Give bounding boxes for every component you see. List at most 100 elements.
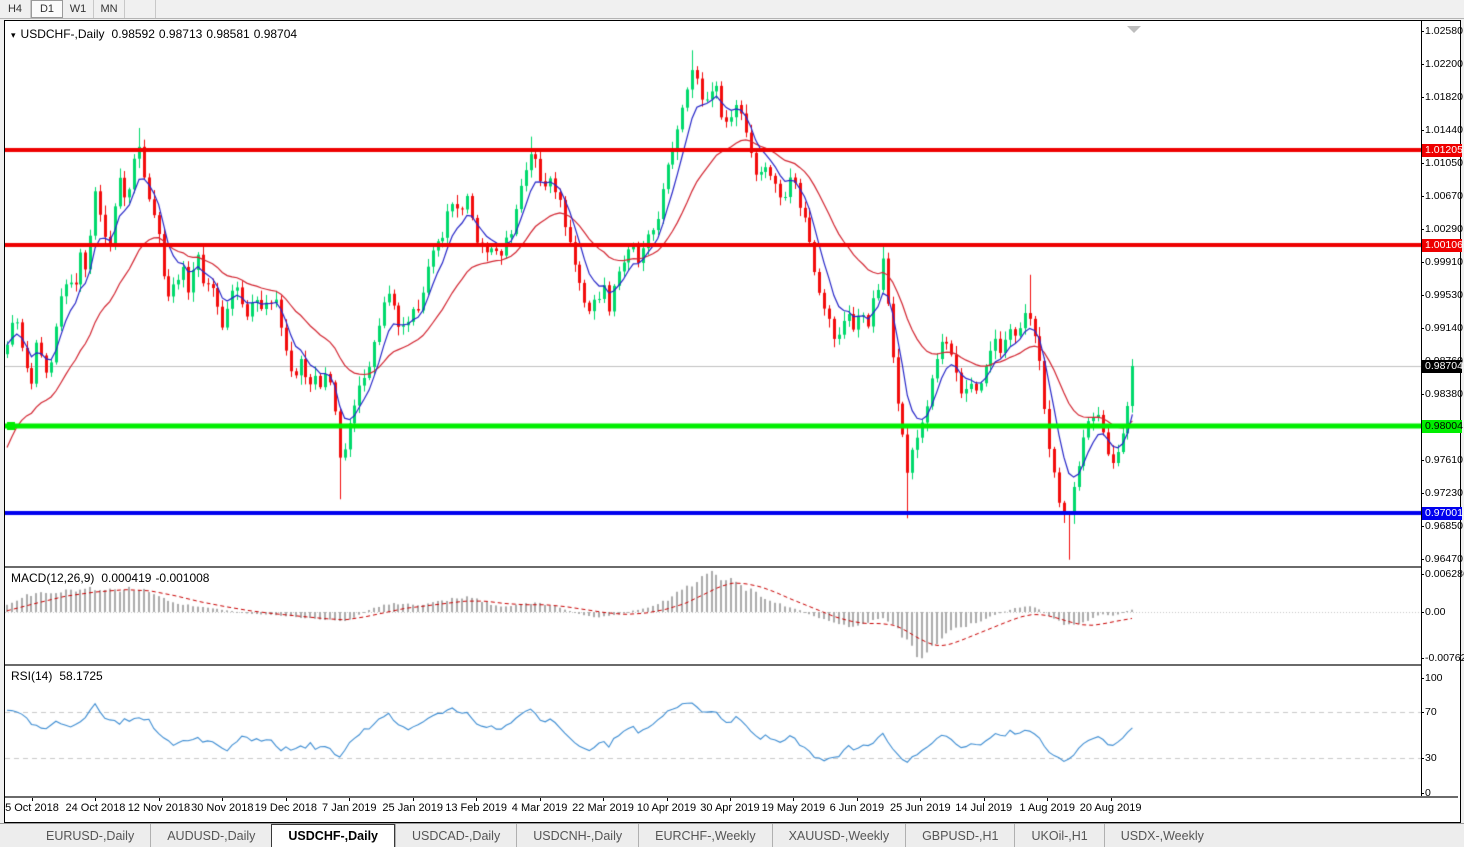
chart-title: ▾ USDCHF-,Daily 0.98592 0.98713 0.98581 0.987… [11,27,297,41]
date-label: 13 Feb 2019 [445,802,508,814]
price-tick: 0.99910 [1421,255,1463,268]
timeframe-button-d1[interactable]: D1 [31,0,63,18]
date-label: 7 Jan 2019 [322,802,377,814]
date-tick [158,798,160,801]
price-tick: 1.01440 [1421,123,1463,136]
macd-indicator-chart[interactable] [5,568,1421,664]
date-tick [1047,798,1049,801]
chart-tab-gbpusd-h1[interactable]: GBPUSD-,H1 [905,824,1014,847]
rsi-tick: 30 [1421,752,1437,764]
chart-tab-usdcad-daily[interactable]: USDCAD-,Daily [395,824,516,847]
price-tick: 1.02580 [1421,25,1463,38]
date-label: 24 Oct 2018 [65,802,126,814]
date-tick [920,798,922,801]
date-label: 12 Nov 2018 [127,802,191,814]
date-label: 6 Jun 2019 [829,802,885,814]
chart-window: ▾ USDCHF-,Daily 0.98592 0.98713 0.98581 0.987… [4,20,1464,823]
main-price-chart[interactable] [5,21,1421,566]
macd-tick: -0.00762 [1420,652,1464,664]
date-tick [285,798,287,801]
ohlc-high: 0.98713 [158,27,203,41]
date-tick [729,798,731,801]
macd-name: MACD(12,26,9) [11,571,95,585]
price-axis[interactable]: 1.02580 1.02200 1.01820 1.01440 1.01050 1.006… [1420,21,1464,799]
last-price-label: 0.98704 [1422,359,1463,373]
date-label: 19 May 2019 [761,802,826,814]
chart-tab-audusd-daily[interactable]: AUDUSD-,Daily [150,824,271,847]
macd-tick: 0.00 [1420,606,1446,618]
level-price-label: 1.01205 [1422,144,1463,157]
rsi-tick: 0 [1421,786,1431,799]
level-price-label: 1.00106 [1422,238,1463,252]
date-label: 30 Apr 2019 [700,802,760,814]
date-tick [666,798,668,801]
date-tick [476,798,478,801]
date-tick [349,798,351,801]
rsi-indicator-chart[interactable] [5,666,1421,796]
timeframe-button-w1[interactable]: W1 [63,0,94,18]
price-tick: 1.00670 [1421,190,1463,203]
date-tick [603,798,605,801]
chart-symbol-period: USDCHF-,Daily [20,27,105,41]
price-tick: 0.99530 [1421,288,1463,301]
date-label: 22 Mar 2019 [572,802,634,814]
date-label: 4 Mar 2019 [511,802,568,814]
toolbar-group-separator [125,0,156,18]
price-tick: 1.01820 [1421,90,1463,103]
date-tick [983,798,985,801]
date-label: 19 Dec 2018 [254,802,317,814]
ohlc-low: 0.98581 [206,27,250,41]
price-tick: 0.99140 [1421,322,1463,335]
date-label: 25 Jan 2019 [382,802,443,814]
price-tick: 0.98380 [1421,387,1463,400]
rsi-value: 58.1725 [59,669,103,683]
chart-tab-eurusd-daily[interactable]: EURUSD-,Daily [46,828,135,843]
chart-tab-xauusd-weekly[interactable]: XAUUSD-,Weekly [771,824,905,847]
macd-signal-value: -0.001008 [155,571,210,585]
rsi-tick: 70 [1421,706,1437,718]
level-price-label: 0.97001 [1422,507,1463,520]
chart-tab-usdcnh-daily[interactable]: USDCNH-,Daily [516,824,638,847]
rsi-name: RSI(14) [11,669,53,683]
chart-tab-bar: EURUSD-,Daily AUDUSD-,Daily USDCHF-,Daily U… [0,823,1464,847]
price-tick: 0.96850 [1421,520,1463,533]
chart-collapse-icon[interactable]: ▾ [11,30,16,40]
date-tick [412,798,414,801]
chart-tab-usdx-weekly[interactable]: USDX-,Weekly [1103,824,1220,847]
date-label: 25 Jun 2019 [890,802,951,814]
date-label: 1 Aug 2019 [1019,802,1076,814]
date-tick [1110,798,1112,801]
date-label: 5 Oct 2018 [5,802,59,814]
ohlc-open: 0.98592 [111,27,155,41]
macd-label: MACD(12,26,9) 0.000419 -0.001008 [11,571,209,585]
date-tick [793,798,795,801]
rsi-tick: 100 [1421,671,1443,684]
chart-tab-usdchf-daily[interactable]: USDCHF-,Daily [271,824,395,847]
level-price-label: 0.98004 [1422,420,1463,434]
ohlc-close: 0.98704 [253,27,298,41]
date-tick [32,798,33,801]
chart-tab-eurchf-weekly[interactable]: EURCHF-,Weekly [638,824,771,847]
date-tick [539,798,541,801]
macd-value: 0.000419 [101,571,152,585]
price-tick: 0.97230 [1421,487,1463,500]
rsi-label: RSI(14) 58.1725 [11,669,103,683]
price-tick: 1.02200 [1421,58,1463,71]
date-label: 20 Aug 2019 [1079,802,1142,814]
price-tick: 1.01050 [1421,157,1463,170]
date-tick [856,798,858,801]
date-tick [222,798,224,801]
chart-tab-ukoil-h1[interactable]: UKOil-,H1 [1014,824,1103,847]
price-tick: 0.96470 [1421,552,1463,565]
date-label: 10 Apr 2019 [636,802,697,814]
chart-shift-marker-icon[interactable] [1127,26,1141,33]
date-label: 14 Jul 2019 [955,802,1013,814]
date-tick [95,798,97,801]
price-tick: 0.97610 [1421,454,1463,467]
timeframe-button-mn[interactable]: MN [94,0,125,18]
timeframe-button-h4[interactable]: H4 [0,0,31,18]
date-label: 30 Nov 2018 [191,802,254,814]
price-tick: 1.00290 [1421,223,1463,235]
date-axis[interactable]: 5 Oct 2018 24 Oct 2018 12 Nov 2018 30 Nov 2… [5,798,1458,820]
